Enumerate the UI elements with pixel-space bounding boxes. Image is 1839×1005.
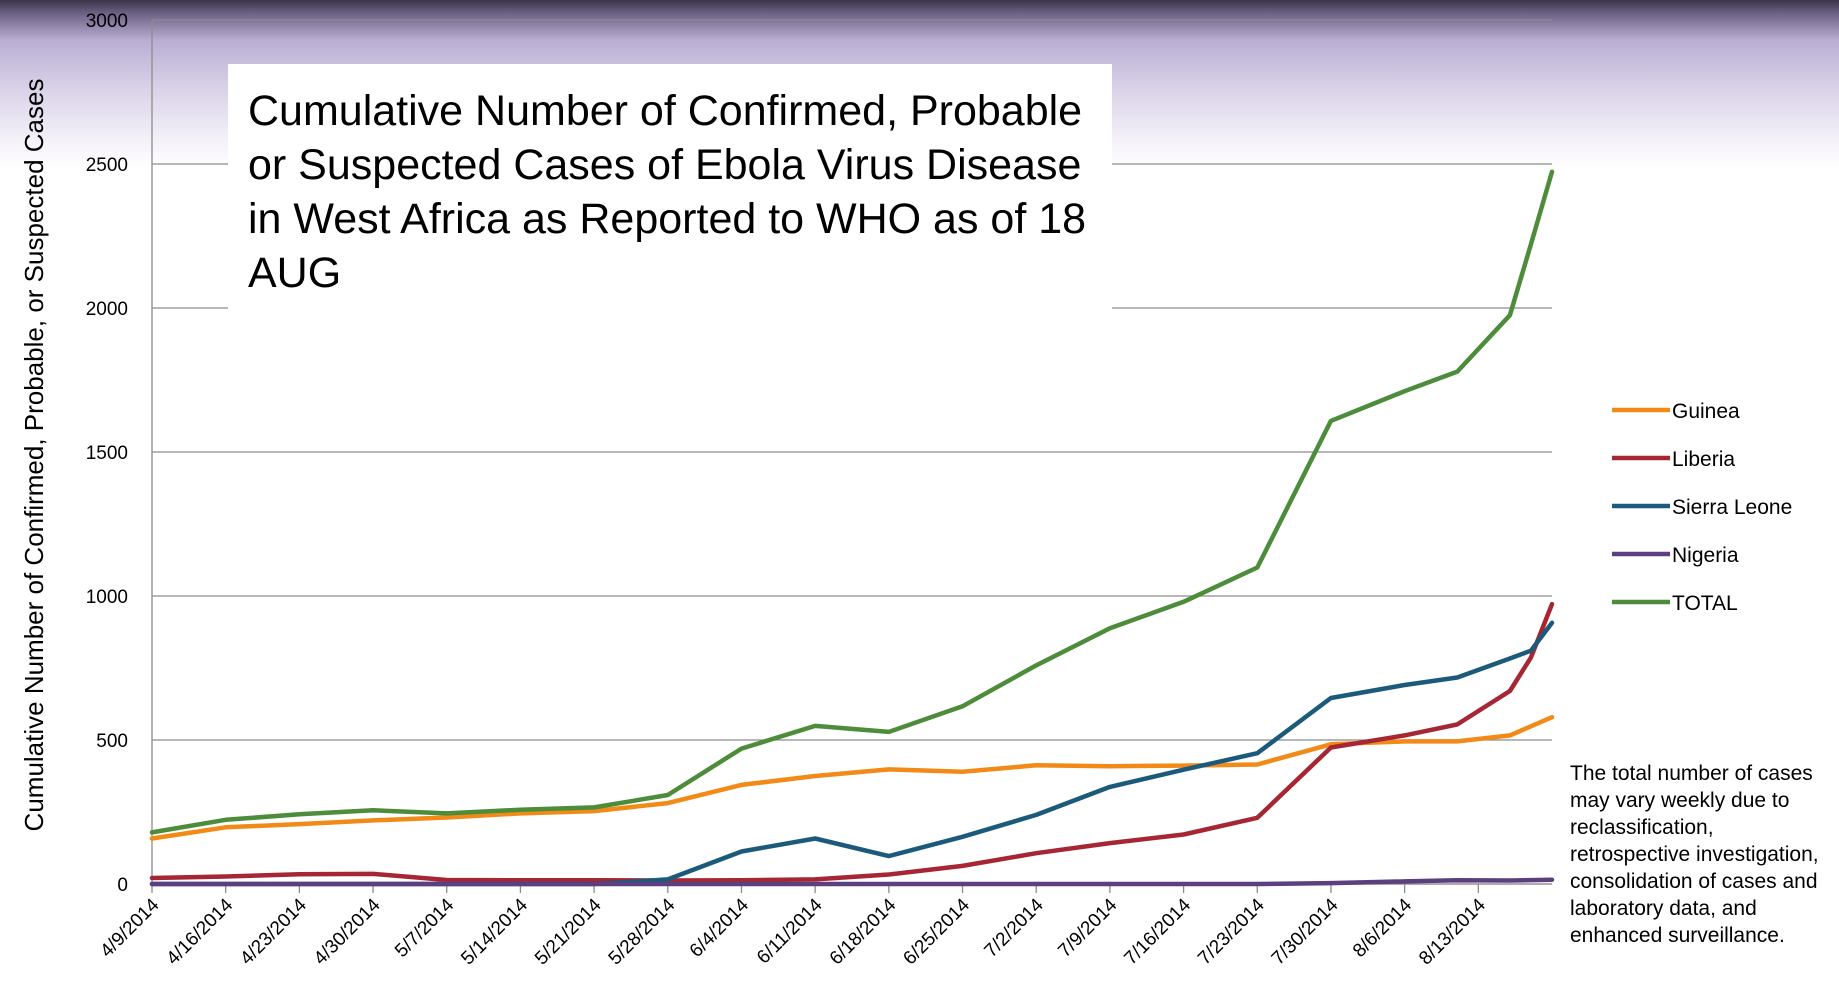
series-line-total xyxy=(149,169,1555,835)
y-axis-label: Cumulative Number of Confirmed, Probable… xyxy=(19,79,49,832)
legend-label-nigeria: Nigeria xyxy=(1672,544,1739,567)
x-tick-label: 7/23/2014 xyxy=(1194,894,1269,969)
y-tick-label: 3000 xyxy=(86,11,128,32)
legend-label-guinea: Guinea xyxy=(1672,400,1740,423)
title-box: Cumulative Number of Confirmed, Probable… xyxy=(228,64,1112,317)
y-tick-label: 2000 xyxy=(86,299,128,320)
y-tick-label: 500 xyxy=(96,731,128,752)
x-tick-label: 4/23/2014 xyxy=(236,894,311,969)
x-tick-label: 8/13/2014 xyxy=(1415,894,1490,969)
x-tick-label: 4/30/2014 xyxy=(310,894,385,969)
legend-label-liberia: Liberia xyxy=(1672,448,1735,471)
x-tick-label: 4/16/2014 xyxy=(163,894,238,969)
x-tick-label: 6/18/2014 xyxy=(826,894,901,969)
series-line-nigeria xyxy=(149,877,1555,887)
x-tick-label: 7/9/2014 xyxy=(1054,894,1121,961)
x-tick-label: 7/2/2014 xyxy=(981,894,1048,961)
x-tick-label: 8/6/2014 xyxy=(1349,894,1416,961)
x-tick-label: 5/21/2014 xyxy=(531,894,606,969)
series-line-guinea xyxy=(149,714,1555,841)
chart-title: Cumulative Number of Confirmed, Probable… xyxy=(248,87,1087,297)
legend-label-total: TOTAL xyxy=(1672,592,1738,615)
y-tick-label: 2500 xyxy=(86,155,128,176)
y-tick-label: 0 xyxy=(117,875,128,896)
x-tick-label: 6/11/2014 xyxy=(753,894,827,968)
x-tick-label: 7/16/2014 xyxy=(1120,894,1195,969)
footnote: The total number of cases may vary weekl… xyxy=(1570,762,1819,947)
series-layer xyxy=(149,169,1555,887)
legend-label-sierra-leone: Sierra Leone xyxy=(1672,496,1792,519)
x-tick-label: 5/7/2014 xyxy=(391,894,458,961)
series-line-liberia xyxy=(149,601,1555,883)
x-tick-label: 7/30/2014 xyxy=(1268,894,1343,969)
series-line-sierra-leone xyxy=(149,620,1555,887)
legend: Guinea Liberia Sierra Leone Nigeria TOTAL xyxy=(1612,400,1792,615)
y-tick-label: 1500 xyxy=(86,443,128,464)
x-tick-label: 6/25/2014 xyxy=(899,894,974,969)
x-tick-label: 5/14/2014 xyxy=(457,894,532,969)
x-tick-label: 4/9/2014 xyxy=(96,894,163,961)
x-tick-label: 6/4/2014 xyxy=(686,894,753,961)
y-tick-label: 1000 xyxy=(86,587,128,608)
x-tick-label: 5/28/2014 xyxy=(605,894,680,969)
